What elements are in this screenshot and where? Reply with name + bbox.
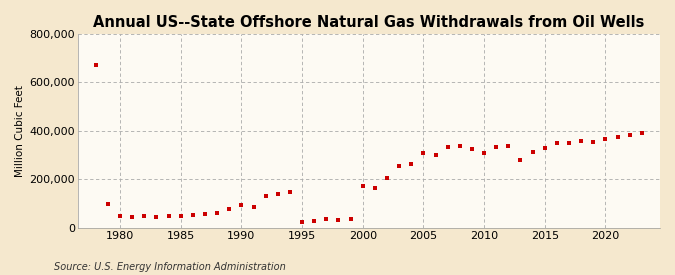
Point — [418, 151, 429, 155]
Point — [103, 202, 113, 207]
Point — [600, 137, 611, 142]
Point — [321, 217, 331, 222]
Point — [345, 217, 356, 222]
Point — [151, 214, 162, 219]
Point — [394, 164, 404, 168]
Point — [163, 214, 174, 219]
Point — [357, 183, 368, 188]
Text: Source: U.S. Energy Information Administration: Source: U.S. Energy Information Administ… — [54, 262, 286, 272]
Point — [612, 135, 623, 139]
Point — [90, 63, 101, 68]
Point — [296, 220, 307, 225]
Point — [273, 192, 284, 196]
Point — [212, 211, 223, 216]
Point — [188, 213, 198, 218]
Point — [624, 132, 635, 137]
Point — [406, 161, 416, 166]
Point — [479, 151, 489, 155]
Point — [369, 186, 380, 190]
Point — [333, 218, 344, 222]
Point — [466, 147, 477, 151]
Point — [637, 131, 647, 136]
Point — [139, 214, 150, 219]
Point — [127, 214, 138, 219]
Point — [491, 145, 502, 149]
Point — [430, 153, 441, 157]
Y-axis label: Million Cubic Feet: Million Cubic Feet — [15, 85, 25, 177]
Point — [285, 189, 296, 194]
Point — [381, 176, 392, 180]
Point — [442, 145, 453, 149]
Point — [454, 143, 465, 148]
Title: Annual US--State Offshore Natural Gas Withdrawals from Oil Wells: Annual US--State Offshore Natural Gas Wi… — [93, 15, 645, 30]
Point — [564, 141, 574, 145]
Point — [115, 214, 126, 219]
Point — [576, 138, 587, 143]
Point — [539, 146, 550, 150]
Point — [236, 203, 247, 207]
Point — [515, 158, 526, 162]
Point — [261, 194, 271, 199]
Point — [551, 141, 562, 145]
Point — [503, 143, 514, 148]
Point — [527, 149, 538, 154]
Point — [176, 214, 186, 218]
Point — [200, 212, 211, 217]
Point — [248, 205, 259, 210]
Point — [308, 219, 319, 223]
Point — [224, 206, 235, 211]
Point — [588, 140, 599, 144]
